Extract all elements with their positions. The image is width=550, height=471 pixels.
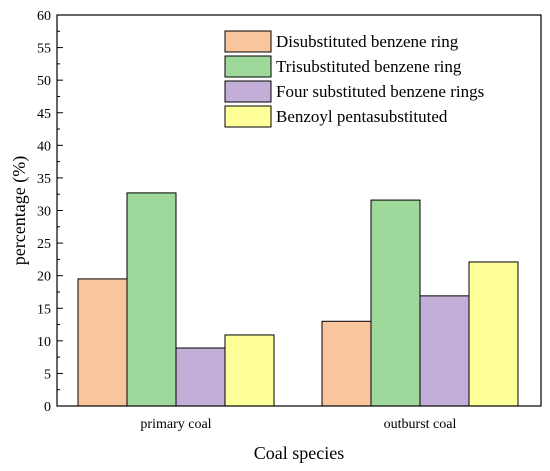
bar xyxy=(77,278,128,407)
y-axis: 0 5 10 15 20 25 30 35 40 45 50 55 60 xyxy=(37,9,63,415)
x-tick-label: outburst coal xyxy=(384,417,457,432)
legend-label: Trisubstituted benzene ring xyxy=(276,57,462,76)
y-axis-title: percentage (%) xyxy=(9,156,30,265)
y-tick-label: 45 xyxy=(37,107,51,122)
bar xyxy=(370,199,421,407)
legend-swatch xyxy=(224,80,272,103)
y-tick-label: 60 xyxy=(37,9,51,24)
legend-swatch xyxy=(224,30,272,53)
bar xyxy=(419,295,470,407)
y-tick-label: 55 xyxy=(37,42,51,57)
y-tick-label: 25 xyxy=(37,237,51,252)
x-tick-label: primary coal xyxy=(140,417,211,432)
y-tick-label: 30 xyxy=(37,205,51,220)
x-axis-title: Coal species xyxy=(254,443,344,463)
y-tick-label: 40 xyxy=(37,139,51,154)
y-tick-label: 35 xyxy=(37,172,51,187)
bar xyxy=(126,192,177,407)
legend: Disubstituted benzene ring Trisubstituted… xyxy=(224,30,484,128)
legend-swatch xyxy=(224,105,272,128)
bar xyxy=(321,320,372,407)
y-tick-label: 50 xyxy=(37,74,51,89)
y-tick-label: 5 xyxy=(44,367,51,382)
bar xyxy=(468,261,519,407)
y-tick-label: 0 xyxy=(44,400,51,415)
bar xyxy=(175,347,226,407)
y-tick-label: 10 xyxy=(37,335,51,350)
legend-swatch xyxy=(224,55,272,78)
y-tick-label: 15 xyxy=(37,302,51,317)
y-tick-label: 20 xyxy=(37,270,51,285)
legend-label: Disubstituted benzene ring xyxy=(276,32,459,51)
x-axis: primary coal outburst coal xyxy=(140,400,456,432)
bars-layer xyxy=(77,192,519,407)
bar xyxy=(224,334,275,407)
legend-label: Four substituted benzene rings xyxy=(276,82,484,101)
legend-label: Benzoyl pentasubstituted xyxy=(276,107,448,126)
